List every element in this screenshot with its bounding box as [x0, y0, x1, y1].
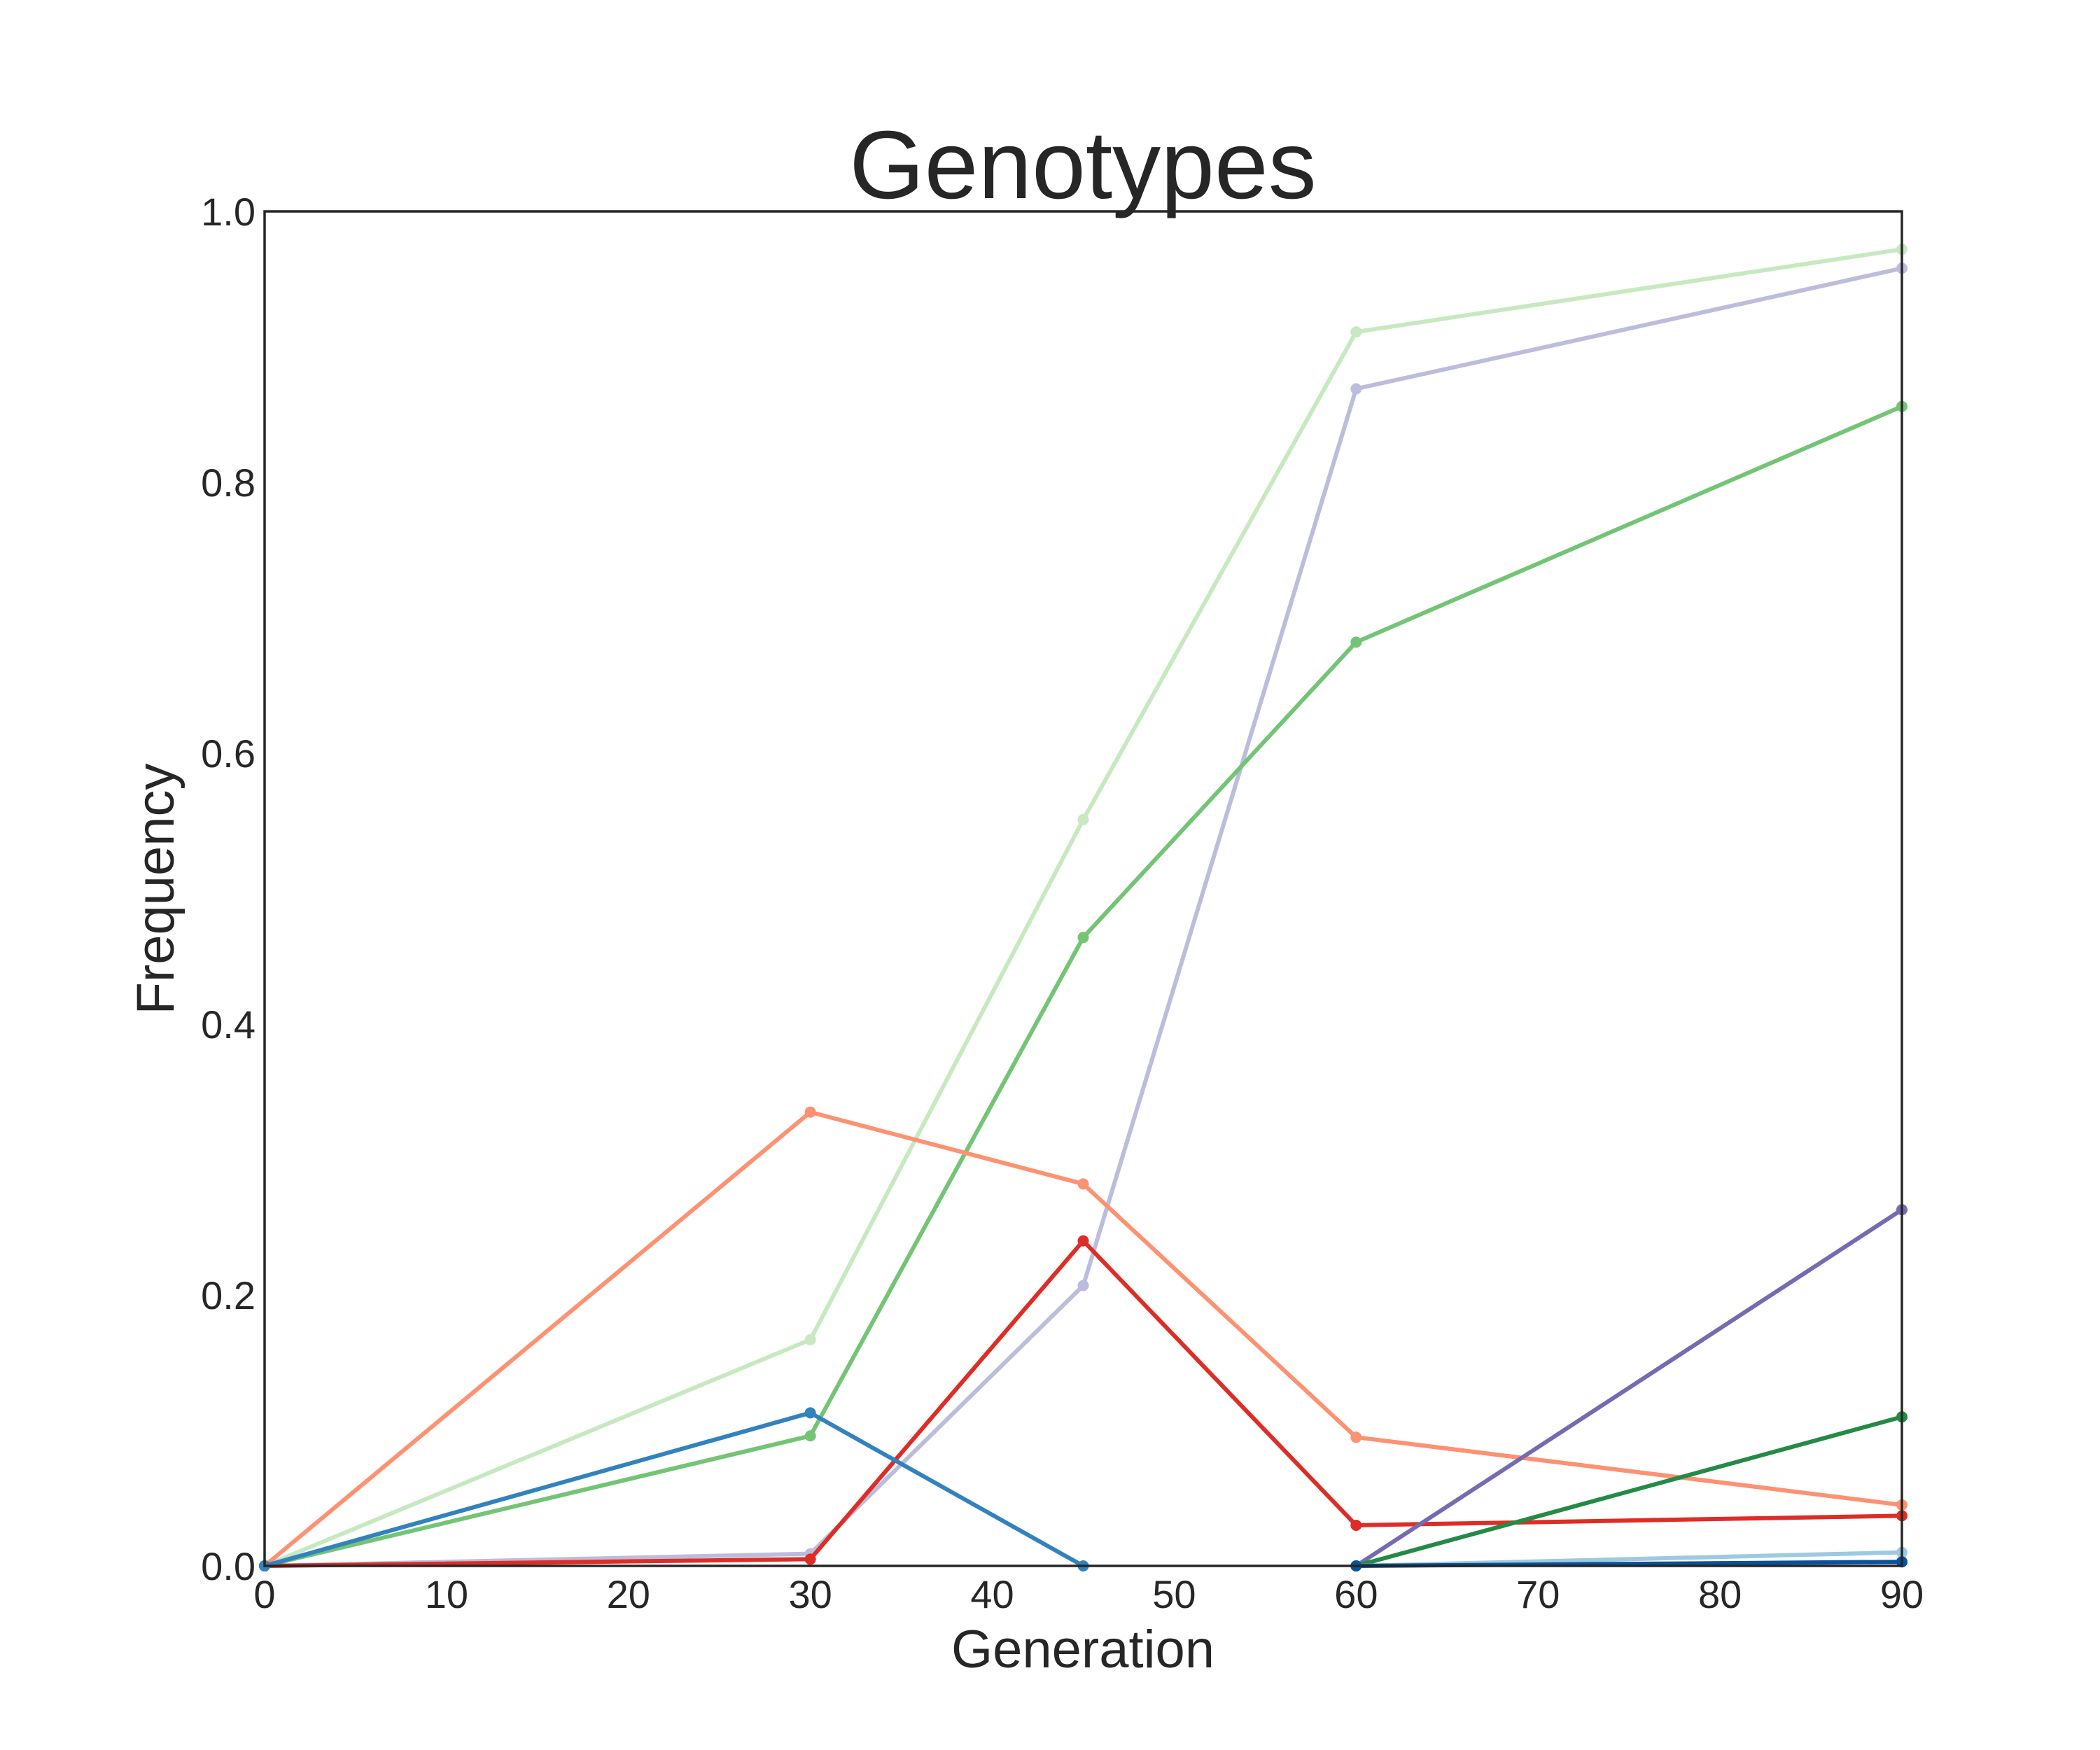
chart-title: Genotypes: [849, 111, 1316, 219]
y-tick-label: 0.2: [201, 1273, 255, 1317]
data-point: [804, 1430, 816, 1442]
data-point: [1350, 1519, 1362, 1531]
y-tick-label: 0.4: [201, 1002, 255, 1046]
data-point: [804, 1334, 816, 1345]
y-axis-label: Frequency: [126, 763, 186, 1014]
series-layer: [259, 244, 1907, 1572]
y-tick-label: 1.0: [201, 190, 255, 234]
series-line: [1355, 1415, 1903, 1568]
data-point: [1077, 1235, 1089, 1247]
x-tick-label: 60: [1334, 1572, 1378, 1616]
series-3: [259, 400, 1907, 1572]
y-ticks: 0.0 0.2 0.4 0.6 0.8 1.0: [201, 190, 255, 1588]
data-point: [804, 1106, 816, 1118]
x-tick-label: 80: [1698, 1572, 1742, 1616]
data-point: [1350, 636, 1362, 648]
data-point: [1077, 1280, 1089, 1292]
plot-frame: [263, 210, 1903, 1567]
data-point: [1077, 813, 1089, 825]
x-axis-label: Generation: [951, 1620, 1214, 1679]
data-point: [1077, 1178, 1089, 1190]
x-ticks: 0 10 20 30 40 50 60 70 80 90: [253, 1572, 1924, 1616]
y-tick-label: 0.0: [201, 1544, 255, 1588]
series-6: [259, 1407, 1089, 1572]
data-point: [1077, 932, 1089, 944]
x-tick-label: 40: [970, 1572, 1014, 1616]
series-line: [264, 1410, 1084, 1568]
series-4: [259, 1106, 1907, 1572]
series-8: [1350, 1411, 1907, 1572]
series-line: [1354, 1208, 1903, 1568]
x-tick-label: 70: [1516, 1572, 1560, 1616]
data-point: [1350, 1432, 1362, 1443]
series-line: [264, 404, 1903, 1568]
data-point: [1350, 326, 1362, 338]
x-tick-label: 50: [1152, 1572, 1196, 1616]
data-point: [804, 1407, 816, 1419]
x-tick-label: 10: [425, 1572, 468, 1616]
x-tick-label: 30: [789, 1572, 832, 1616]
series-9: [1350, 1546, 1907, 1572]
y-tick-label: 0.6: [201, 732, 255, 776]
x-tick-label: 20: [607, 1572, 650, 1616]
y-tick-label: 0.8: [201, 461, 255, 505]
data-point: [804, 1553, 816, 1565]
x-tick-label: 90: [1880, 1572, 1924, 1616]
x-tick-label: 0: [253, 1572, 275, 1616]
series-2: [259, 262, 1907, 1572]
data-point: [1350, 383, 1362, 395]
series-1: [259, 244, 1907, 1572]
